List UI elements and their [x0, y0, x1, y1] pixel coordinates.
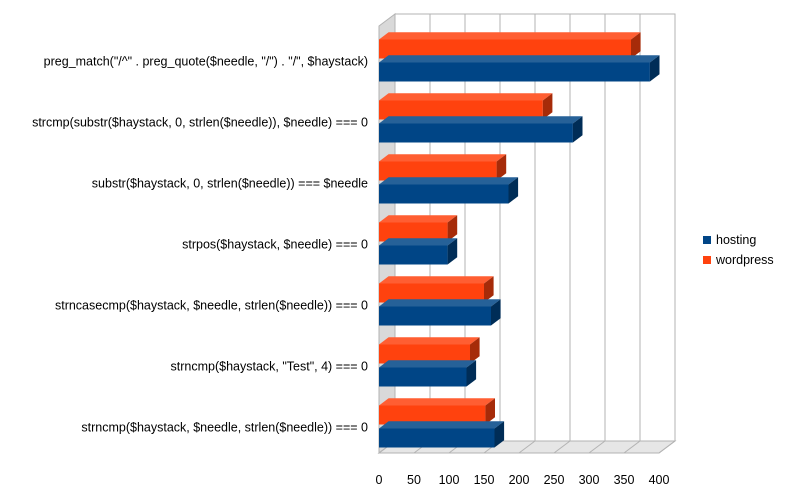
bar-hosting: [379, 238, 458, 265]
bar-end-face: [447, 215, 458, 242]
bar-top-face: [379, 337, 480, 345]
x-tick-label: 350: [614, 473, 635, 487]
x-tick-label: 200: [509, 473, 530, 487]
bar-hosting: [379, 299, 501, 326]
category-label: strpos($haystack, $needle) === 0: [182, 238, 368, 252]
bar-wordpress: [379, 276, 494, 303]
floor-gridline: [588, 440, 606, 454]
bar-front-face: [379, 123, 573, 143]
bar-end-face: [466, 360, 477, 387]
bar-hosting: [379, 360, 477, 387]
bar-top-face: [379, 93, 553, 101]
bar-front-face: [379, 62, 650, 82]
legend-item-hosting: hosting: [703, 230, 774, 250]
bar-top-face: [379, 177, 519, 185]
bar-front-face: [379, 222, 448, 242]
bar-top-face: [379, 116, 583, 124]
bar-top-face: [379, 299, 501, 307]
bar-front-face: [379, 100, 543, 120]
bar-front-face: [379, 245, 448, 265]
bar-wordpress: [379, 32, 641, 59]
bar-top-face: [379, 398, 495, 406]
floor-gridline: [658, 440, 676, 454]
x-tick-label: 100: [439, 473, 460, 487]
legend-swatch-wordpress: [703, 256, 711, 264]
category-label: substr($haystack, 0, strlen($needle)) ==…: [92, 177, 368, 191]
x-tick-label: 300: [579, 473, 600, 487]
x-tick-label: 150: [474, 473, 495, 487]
category-label: strncmp($haystack, $needle, strlen($need…: [81, 421, 368, 435]
category-labels: preg_match("/^" . preg_quote($needle, "/…: [32, 55, 368, 435]
floor-gridline: [623, 440, 641, 454]
bar-front-face: [379, 306, 491, 326]
floor-gridline: [553, 440, 571, 454]
bar-end-face: [508, 177, 519, 204]
bar-top-face: [379, 360, 477, 368]
bar-end-face: [484, 276, 494, 303]
bar-front-face: [379, 161, 497, 181]
bar-end-face: [496, 154, 507, 181]
bar-front-face: [379, 283, 484, 303]
bar-hosting: [379, 421, 505, 448]
bar-hosting: [379, 55, 660, 82]
x-tick-label: 50: [407, 473, 421, 487]
bar-end-face: [631, 32, 641, 59]
bar-top-face: [379, 55, 660, 63]
bar-end-face: [491, 299, 501, 326]
bar-end-face: [485, 398, 495, 425]
bar-end-face: [470, 337, 480, 364]
bar-wordpress: [379, 215, 458, 242]
bar-wordpress: [379, 154, 507, 181]
bar-top-face: [379, 276, 494, 284]
legend-item-wordpress: wordpress: [703, 250, 774, 270]
bar-hosting: [379, 177, 519, 204]
bar-top-face: [379, 32, 641, 40]
bar-end-face: [649, 55, 660, 82]
bars: [379, 32, 660, 448]
bar-wordpress: [379, 398, 495, 425]
bar-top-face: [379, 215, 458, 223]
x-tick-label: 250: [544, 473, 565, 487]
x-tick-labels: 0 50 100 150 200 250 300 350 400: [376, 473, 670, 487]
category-label: preg_match("/^" . preg_quote($needle, "/…: [44, 55, 368, 69]
floor-gridline: [518, 440, 536, 454]
legend-label-wordpress: wordpress: [716, 253, 774, 267]
bar-end-face: [494, 421, 505, 448]
legend-label-hosting: hosting: [716, 233, 757, 247]
bar-front-face: [379, 184, 509, 204]
legend-swatch-hosting: [703, 236, 711, 244]
bar-front-face: [379, 367, 467, 387]
bar-top-face: [379, 421, 505, 429]
category-label: strncmp($haystack, "Test", 4) === 0: [171, 360, 369, 374]
bar-end-face: [572, 116, 583, 143]
bar-front-face: [379, 39, 631, 59]
bar-top-face: [379, 154, 507, 162]
category-label: strcmp(substr($haystack, 0, strlen($need…: [32, 116, 368, 130]
bar-front-face: [379, 405, 486, 425]
x-tick-label: 0: [376, 473, 383, 487]
bar-wordpress: [379, 93, 553, 120]
bar-front-face: [379, 344, 470, 364]
bar-end-face: [447, 238, 458, 265]
bar-end-face: [542, 93, 553, 120]
bar-hosting: [379, 116, 583, 143]
legend: hosting wordpress: [703, 230, 774, 270]
x-tick-label: 400: [649, 473, 670, 487]
bar-wordpress: [379, 337, 480, 364]
category-label: strncasecmp($haystack, $needle, strlen($…: [55, 299, 368, 313]
bar-front-face: [379, 428, 495, 448]
bar-top-face: [379, 238, 458, 246]
